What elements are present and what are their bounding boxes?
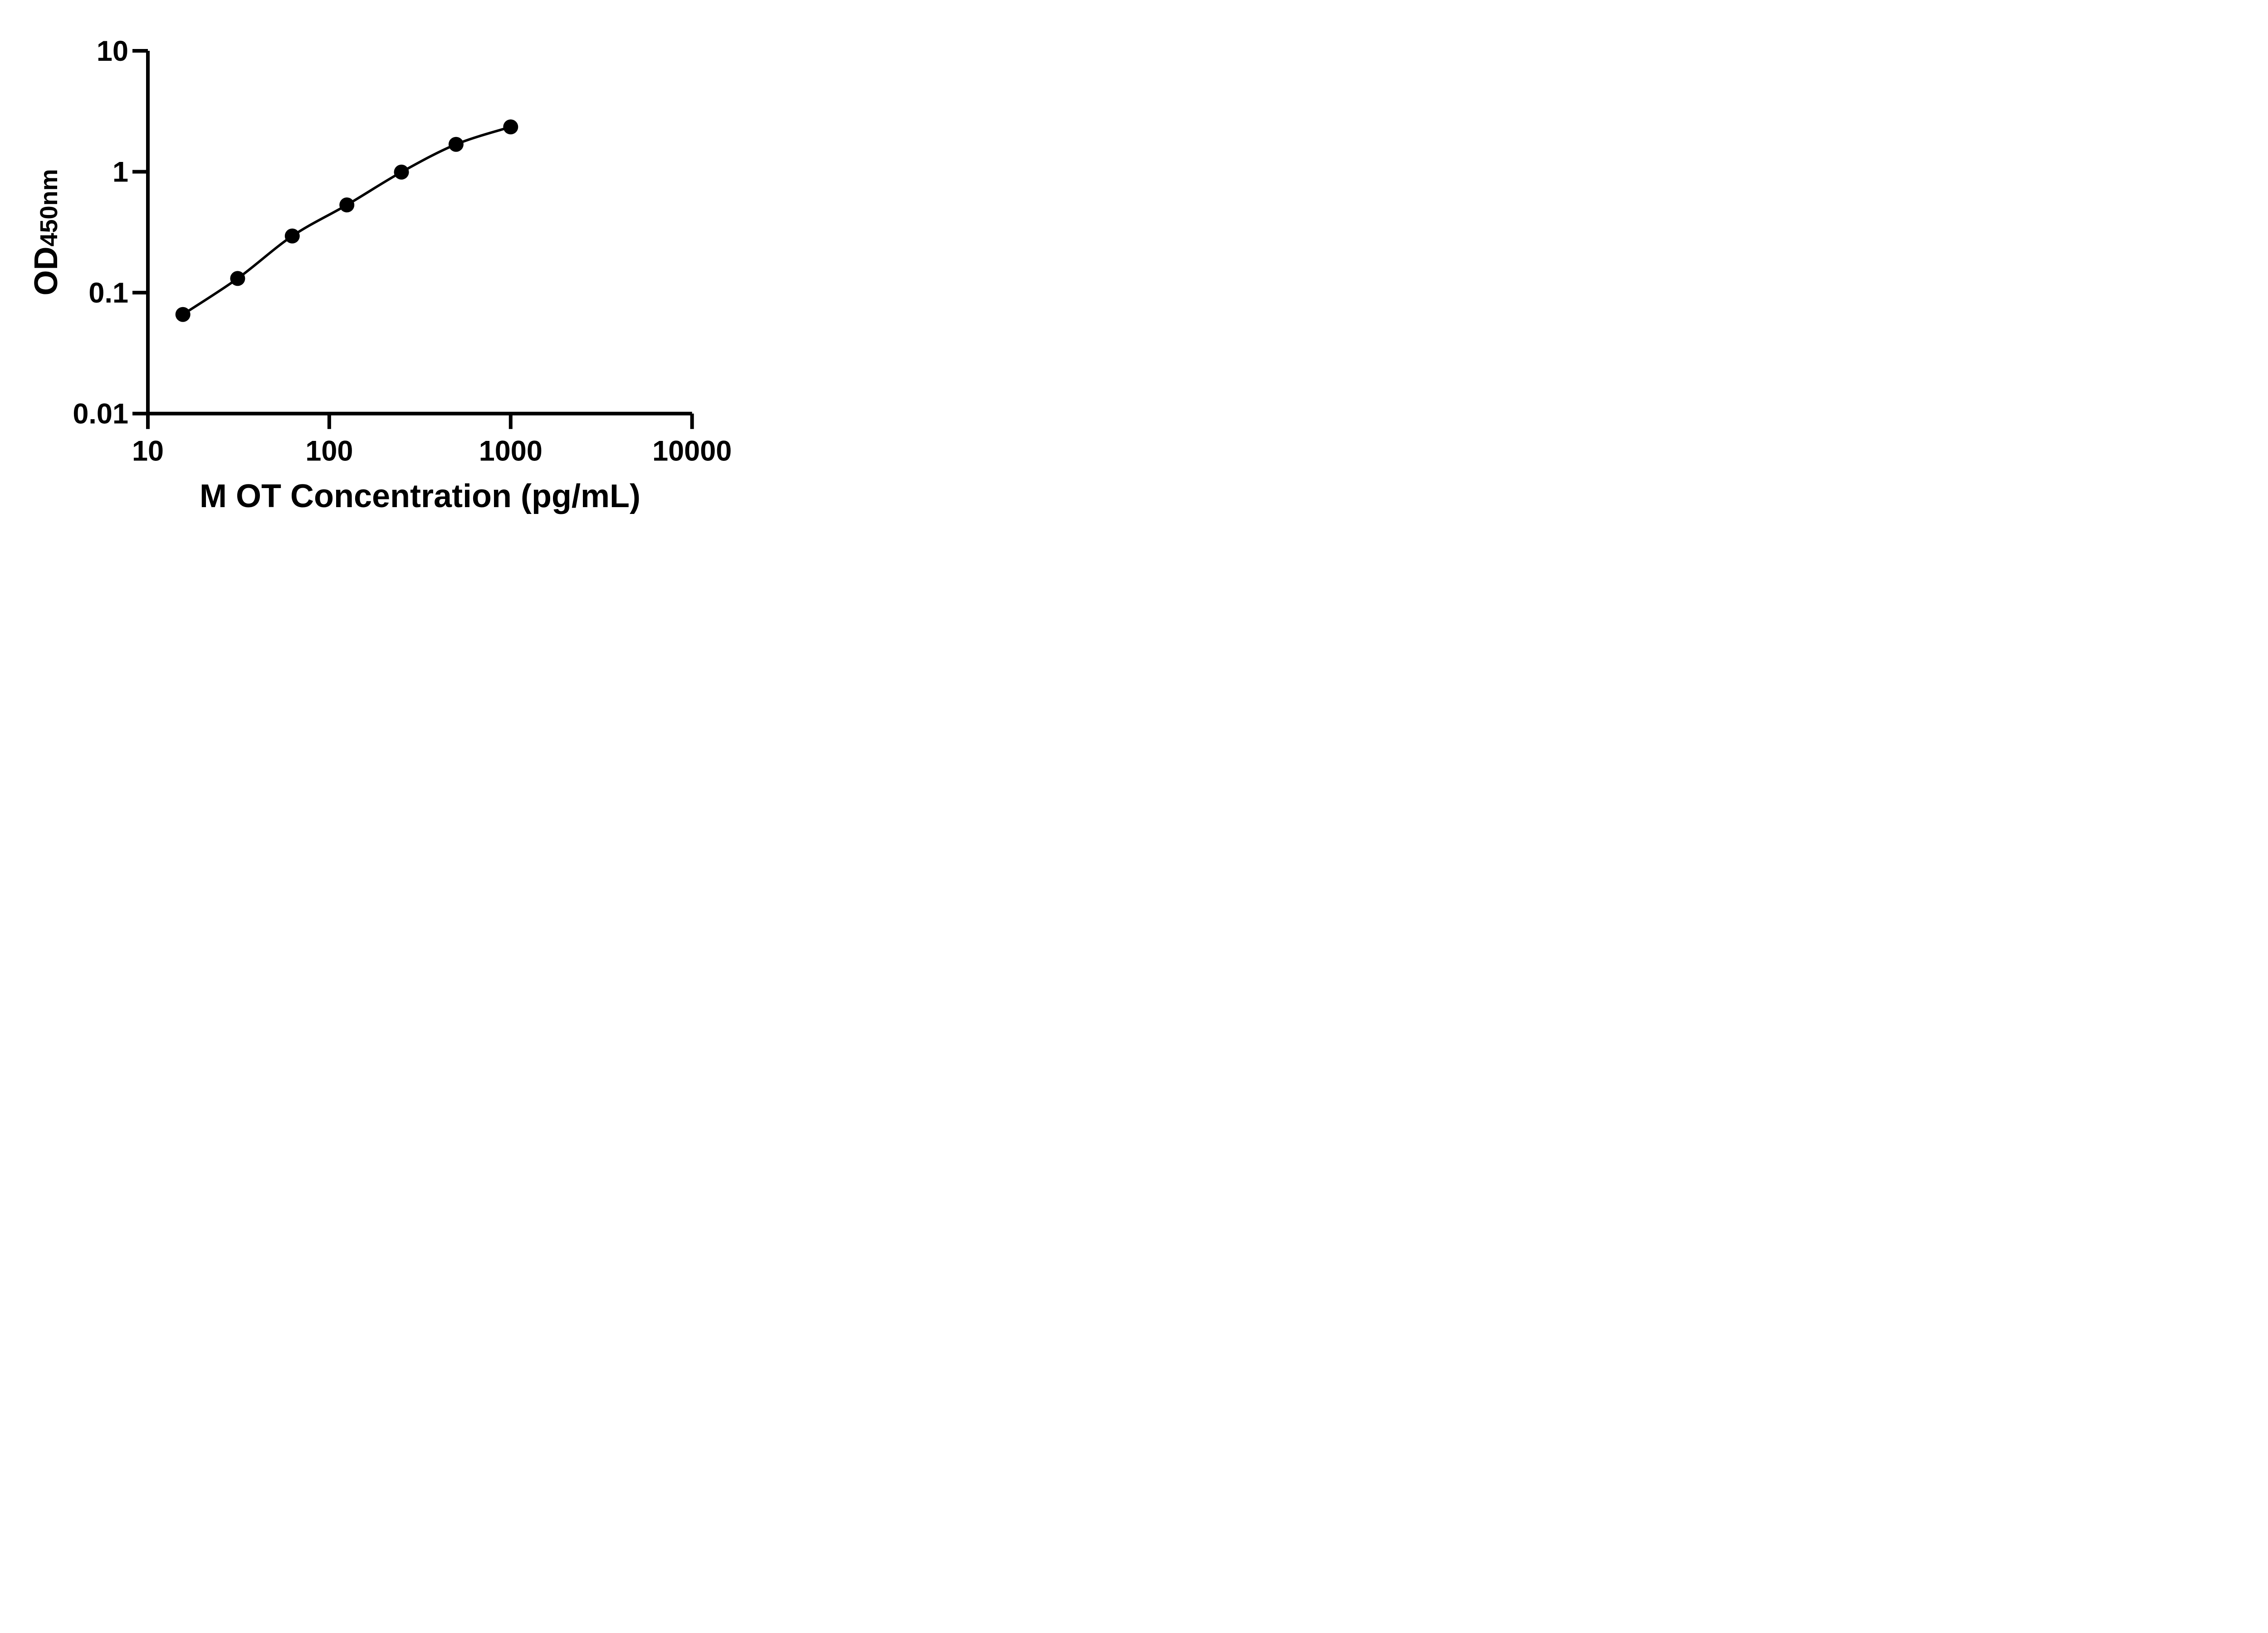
x-tick-label: 100 [305,435,353,467]
data-point-marker [175,307,191,322]
data-point-marker [284,228,300,244]
y-axis-title-main: OD [28,247,64,296]
y-axis-title-sub: 450nm [35,169,63,246]
data-point-marker [448,137,464,152]
data-point-marker [339,197,355,213]
standard-curve-line [182,126,511,316]
data-point-marker [230,271,245,286]
x-tick-label: 1000 [479,435,543,467]
data-point-marker [394,164,409,180]
y-tick-label: 0.1 [88,277,128,309]
elisa-standard-curve-figure: 10 1 0.1 0.01 10 100 1000 10000 M OT Concentrat… [0,0,776,544]
x-tick-label: 10 [132,435,164,467]
data-point-marker [503,119,518,135]
x-tick-label: 10000 [652,435,732,467]
y-axis-title: OD450nm [28,169,64,295]
y-tick-label: 0.01 [73,398,128,430]
y-tick-label: 1 [112,156,128,188]
y-tick-label: 10 [97,35,128,67]
x-axis-title: M OT Concentration (pg/mL) [200,478,640,514]
